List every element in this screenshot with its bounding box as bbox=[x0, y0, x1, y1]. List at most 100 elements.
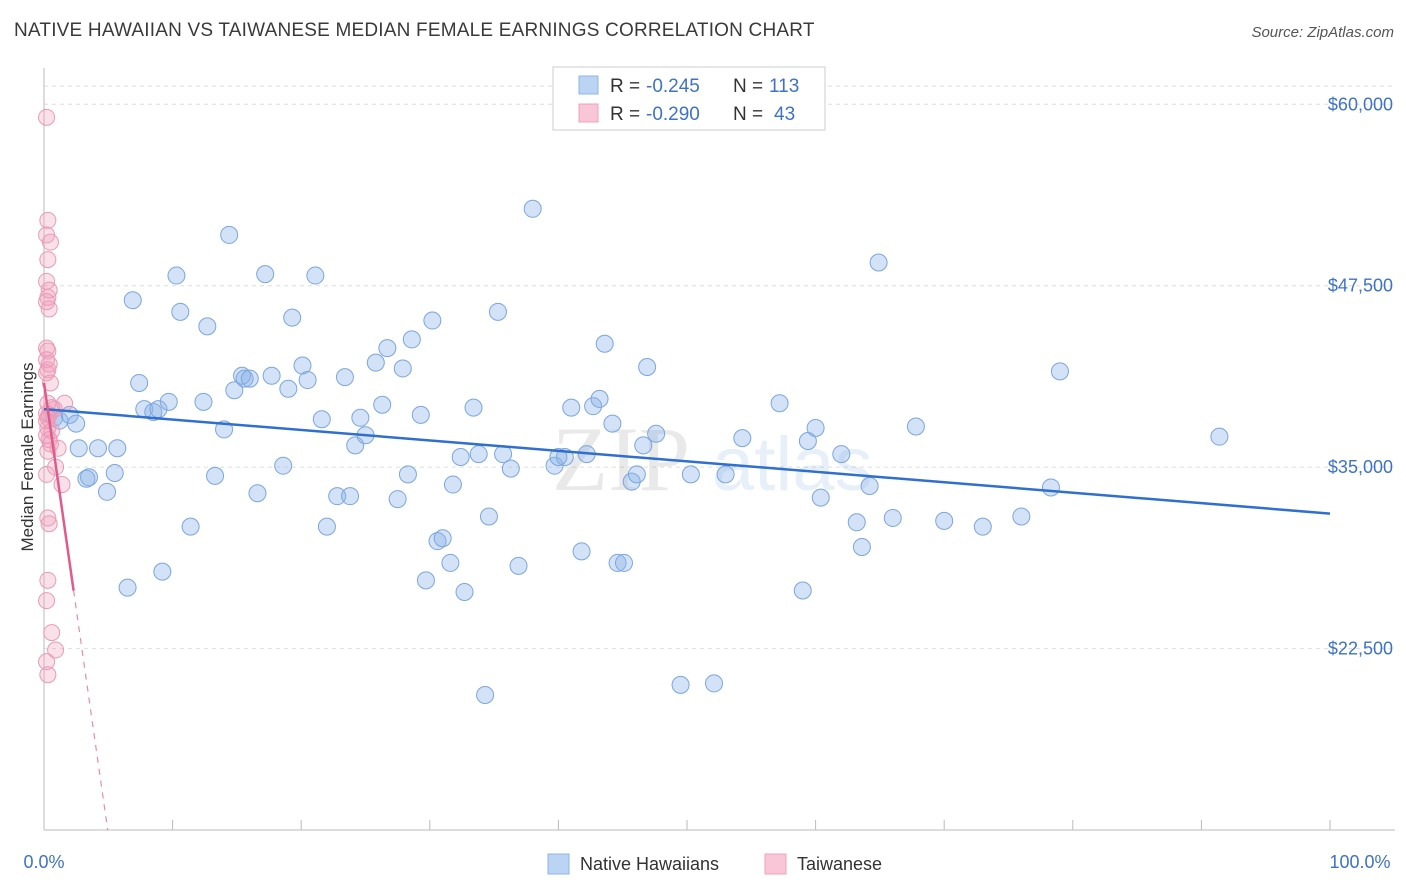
data-point-native-hawaiians bbox=[153, 562, 172, 581]
data-point-taiwanese bbox=[39, 361, 57, 379]
data-point-native-hawaiians bbox=[328, 487, 347, 506]
x-axis-ticks bbox=[43, 820, 1331, 830]
data-point-taiwanese bbox=[39, 442, 57, 460]
data-point-native-hawaiians bbox=[681, 465, 700, 484]
data-point-native-hawaiians bbox=[501, 459, 520, 478]
data-point-native-hawaiians bbox=[351, 408, 370, 427]
data-point-taiwanese bbox=[43, 624, 61, 642]
data-point-native-hawaiians bbox=[240, 369, 259, 388]
legend-swatch-native-hawaiians bbox=[578, 75, 599, 95]
data-point-native-hawaiians bbox=[171, 302, 190, 321]
series-native-hawaiians-points bbox=[45, 199, 1229, 705]
data-point-taiwanese bbox=[41, 233, 59, 251]
data-point-native-hawaiians bbox=[306, 266, 325, 285]
data-point-taiwanese bbox=[56, 394, 74, 412]
data-point-native-hawaiians bbox=[293, 356, 312, 375]
data-point-native-hawaiians bbox=[464, 398, 483, 417]
data-point-native-hawaiians bbox=[935, 511, 954, 530]
data-point-taiwanese bbox=[41, 374, 59, 392]
data-point-native-hawaiians bbox=[509, 556, 528, 575]
data-point-native-hawaiians bbox=[69, 439, 88, 458]
data-point-native-hawaiians bbox=[206, 466, 225, 485]
data-point-native-hawaiians bbox=[627, 465, 646, 484]
data-point-native-hawaiians bbox=[852, 537, 871, 556]
data-point-native-hawaiians bbox=[274, 456, 293, 475]
data-point-native-hawaiians bbox=[235, 369, 254, 388]
data-point-native-hawaiians bbox=[584, 397, 603, 416]
legend-n-value-2: 43 bbox=[774, 104, 795, 125]
data-point-native-hawaiians bbox=[806, 418, 825, 437]
trend-lines bbox=[42, 382, 1331, 831]
data-point-native-hawaiians bbox=[523, 199, 542, 218]
data-point-native-hawaiians bbox=[455, 582, 474, 601]
data-point-taiwanese bbox=[38, 364, 56, 382]
bottom-legend-swatch-taiwanese bbox=[764, 853, 787, 875]
chart-title: NATIVE HAWAIIAN VS TAIWANESE MEDIAN FEMA… bbox=[14, 20, 815, 41]
data-point-native-hawaiians bbox=[194, 392, 213, 411]
data-point-native-hawaiians bbox=[433, 529, 452, 548]
data-point-native-hawaiians bbox=[1050, 362, 1069, 381]
data-point-native-hawaiians bbox=[906, 417, 925, 436]
legend-n-label-1: N = bbox=[733, 76, 763, 97]
data-point-taiwanese bbox=[40, 515, 58, 533]
data-point-native-hawaiians bbox=[80, 468, 99, 487]
legend-swatch-taiwanese bbox=[578, 103, 599, 123]
data-point-native-hawaiians bbox=[89, 439, 108, 458]
data-point-native-hawaiians bbox=[883, 508, 902, 527]
data-point-native-hawaiians bbox=[378, 339, 397, 358]
data-point-native-hawaiians bbox=[279, 379, 298, 398]
bottom-legend-label-native-hawaiians: Native Hawaiians bbox=[580, 854, 719, 874]
data-point-native-hawaiians bbox=[373, 395, 392, 414]
data-point-native-hawaiians bbox=[262, 366, 281, 385]
data-point-native-hawaiians bbox=[716, 465, 735, 484]
data-point-native-hawaiians bbox=[198, 317, 217, 336]
data-point-native-hawaiians bbox=[479, 507, 498, 526]
data-point-native-hawaiians bbox=[469, 445, 488, 464]
data-point-native-hawaiians bbox=[572, 542, 591, 561]
data-point-native-hawaiians bbox=[108, 439, 127, 458]
data-point-taiwanese bbox=[39, 342, 57, 360]
data-point-taiwanese bbox=[47, 641, 65, 659]
data-point-native-hawaiians bbox=[98, 482, 117, 501]
data-point-native-hawaiians bbox=[105, 463, 124, 482]
data-point-native-hawaiians bbox=[811, 488, 830, 507]
data-point-native-hawaiians bbox=[167, 266, 186, 285]
data-point-native-hawaiians bbox=[832, 445, 851, 464]
data-point-native-hawaiians bbox=[416, 571, 435, 590]
legend-r-value-2: -0.290 bbox=[646, 104, 700, 125]
data-point-taiwanese bbox=[40, 300, 58, 318]
data-point-taiwanese bbox=[38, 653, 56, 671]
data-point-native-hawaiians bbox=[423, 311, 442, 330]
y-tick-label: $22,500 bbox=[1328, 639, 1393, 659]
data-point-native-hawaiians bbox=[335, 368, 354, 387]
data-point-native-hawaiians bbox=[647, 424, 666, 443]
gridlines bbox=[44, 85, 1395, 650]
data-point-native-hawaiians bbox=[443, 475, 462, 494]
data-point-native-hawaiians bbox=[603, 414, 622, 433]
trend-line-taiwanese bbox=[42, 382, 75, 591]
bottom-legend-label-taiwanese: Taiwanese bbox=[797, 854, 882, 874]
data-point-native-hawaiians bbox=[220, 225, 239, 244]
data-point-native-hawaiians bbox=[793, 581, 812, 600]
bottom-legend-swatch-native-hawaiians bbox=[547, 853, 570, 875]
data-point-taiwanese bbox=[38, 465, 56, 483]
data-point-native-hawaiians bbox=[159, 392, 178, 411]
data-point-native-hawaiians bbox=[1210, 427, 1229, 446]
data-point-native-hawaiians bbox=[298, 371, 317, 390]
data-point-native-hawaiians bbox=[614, 553, 633, 572]
data-point-native-hawaiians bbox=[705, 674, 724, 693]
data-point-native-hawaiians bbox=[248, 484, 267, 503]
data-point-native-hawaiians bbox=[1012, 507, 1031, 526]
data-point-taiwanese bbox=[39, 509, 57, 527]
data-point-native-hawaiians bbox=[317, 517, 336, 536]
data-point-native-hawaiians bbox=[638, 357, 657, 376]
data-point-native-hawaiians bbox=[847, 513, 866, 532]
data-point-native-hawaiians bbox=[428, 532, 447, 551]
y-tick-label: $35,000 bbox=[1328, 457, 1393, 477]
data-point-native-hawaiians bbox=[441, 553, 460, 572]
data-point-native-hawaiians bbox=[733, 429, 752, 448]
data-point-native-hawaiians bbox=[411, 405, 430, 424]
data-point-native-hawaiians bbox=[118, 578, 137, 597]
data-point-native-hawaiians bbox=[608, 553, 627, 572]
series-legend: Native Hawaiians Taiwanese bbox=[547, 853, 882, 875]
